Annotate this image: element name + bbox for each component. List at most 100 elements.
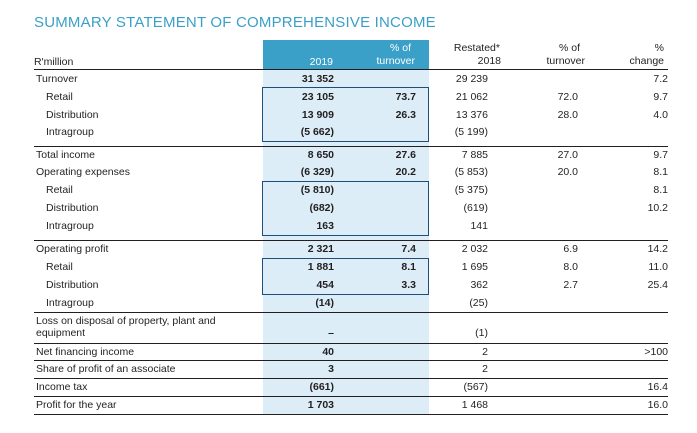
cell-c1: 1 703 [307, 399, 334, 411]
cell-c3: 29 239 [455, 73, 488, 85]
cell-c5: 7.2 [653, 73, 668, 85]
cell-c1: 163 [316, 220, 334, 232]
cell-c4: 8.0 [563, 261, 578, 273]
cell-c4: 72.0 [557, 91, 578, 103]
cell-c5: 9.7 [653, 91, 668, 103]
cell-c1: (14) [315, 297, 334, 309]
row-rule [34, 378, 668, 379]
row-label: Operating profit [36, 243, 109, 255]
row-label: Profit for the year [36, 399, 117, 411]
row-rule [34, 360, 668, 361]
cell-c5: 8.1 [653, 166, 668, 178]
header-pct-change-line2: change [629, 55, 664, 67]
cell-c1: 31 352 [301, 73, 334, 85]
row-rule [34, 240, 668, 241]
cell-c5: 14.2 [647, 243, 668, 255]
cell-c5: 4.0 [653, 109, 668, 121]
cell-c1: 8 650 [307, 149, 334, 161]
row-rule [34, 396, 668, 397]
cell-c1: 40 [322, 346, 334, 358]
cell-c3: 2 [482, 346, 488, 358]
cell-c3: 2 032 [461, 243, 488, 255]
cell-c5: >100 [644, 346, 668, 358]
row-label: Income tax [36, 381, 88, 393]
group-box-expenses-2019 [262, 181, 429, 236]
cell-c2: 20.2 [395, 166, 416, 178]
cell-c4: 2.7 [563, 279, 578, 291]
row-label: Retail [46, 91, 73, 103]
cell-c3: 7 885 [461, 149, 488, 161]
cell-c3: 21 062 [455, 91, 488, 103]
cell-c2: 27.6 [395, 149, 416, 161]
header-pct-turnover-2019-line2: turnover [376, 55, 415, 67]
header-pct-turnover-2018-line1: % of [558, 42, 580, 54]
cell-c1: (682) [309, 202, 334, 214]
cell-c5: 9.7 [653, 149, 668, 161]
cell-c1: 3 [328, 363, 334, 375]
row-label: Loss on disposal of property, plant and [36, 315, 216, 327]
cell-c1: (5 662) [300, 126, 334, 138]
row-label: Share of profit of an associate [36, 363, 176, 375]
cell-c1: (6 329) [300, 166, 334, 178]
cell-c2: 26.3 [395, 109, 416, 121]
row-label: Distribution [46, 202, 99, 214]
cell-c1: (5 810) [300, 184, 334, 196]
cell-c1: 2 321 [307, 243, 334, 255]
row-label: Turnover [36, 73, 78, 85]
header-pct-change-line1: % [654, 42, 664, 54]
row-label: Retail [46, 184, 73, 196]
cell-c4: 27.0 [557, 149, 578, 161]
header-rule [34, 69, 668, 70]
cell-c3: 362 [470, 279, 488, 291]
cell-c1: – [328, 327, 334, 339]
cell-c3: (25) [469, 297, 488, 309]
header-highlight-bar [263, 40, 429, 69]
row-label: Retail [46, 261, 73, 273]
header-label: R'million [34, 56, 74, 68]
cell-c4: 28.0 [557, 109, 578, 121]
header-pct-turnover-2019-line1: % of [389, 42, 411, 54]
cell-c4: 20.0 [557, 166, 578, 178]
row-label: Distribution [46, 109, 99, 121]
page-title: SUMMARY STATEMENT OF COMPREHENSIVE INCOM… [34, 14, 436, 31]
cell-c3: 1 695 [461, 261, 488, 273]
cell-c5: 25.4 [647, 279, 668, 291]
header-2019: 2019 [309, 56, 333, 68]
cell-c3: 13 376 [455, 109, 488, 121]
header-restated-line2: 2018 [477, 55, 501, 67]
cell-c1: 454 [316, 279, 334, 291]
header-restated-line1: Restated* [453, 42, 500, 54]
row-label: Net financing income [36, 346, 135, 358]
highlight-column-2019 [263, 41, 429, 415]
cell-c3: (5 199) [454, 126, 488, 138]
cell-c5: 16.0 [647, 399, 668, 411]
row-rule [34, 146, 668, 147]
cell-c3: (567) [463, 381, 488, 393]
cell-c2: 3.3 [401, 279, 416, 291]
cell-c4: 6.9 [563, 243, 578, 255]
cell-c3: 141 [470, 220, 488, 232]
row-rule [34, 343, 668, 344]
row-label: Intragroup [46, 126, 94, 138]
cell-c1: 23 105 [301, 91, 334, 103]
row-label: Intragroup [46, 220, 94, 232]
cell-c3: (5 375) [454, 184, 488, 196]
cell-c1: 13 909 [301, 109, 334, 121]
cell-c3: 1 468 [461, 399, 488, 411]
cell-c3: (1) [475, 327, 488, 339]
cell-c3: (619) [463, 202, 488, 214]
group-box-turnover-2019 [262, 87, 429, 142]
cell-c5: 8.1 [653, 184, 668, 196]
cell-c3: 2 [482, 363, 488, 375]
cell-c2: 8.1 [401, 261, 416, 273]
row-label: Intragroup [46, 297, 94, 309]
cell-c1: 1 881 [307, 261, 334, 273]
row-label: Distribution [46, 279, 99, 291]
cell-c5: 11.0 [648, 261, 668, 273]
cell-c3: (5 853) [454, 166, 488, 178]
table-bottom-rule [34, 414, 668, 415]
row-label-continued: equipment [36, 327, 86, 339]
cell-c5: 16.4 [647, 381, 668, 393]
cell-c1: (661) [309, 381, 334, 393]
header-pct-turnover-2018-line2: turnover [546, 55, 585, 67]
